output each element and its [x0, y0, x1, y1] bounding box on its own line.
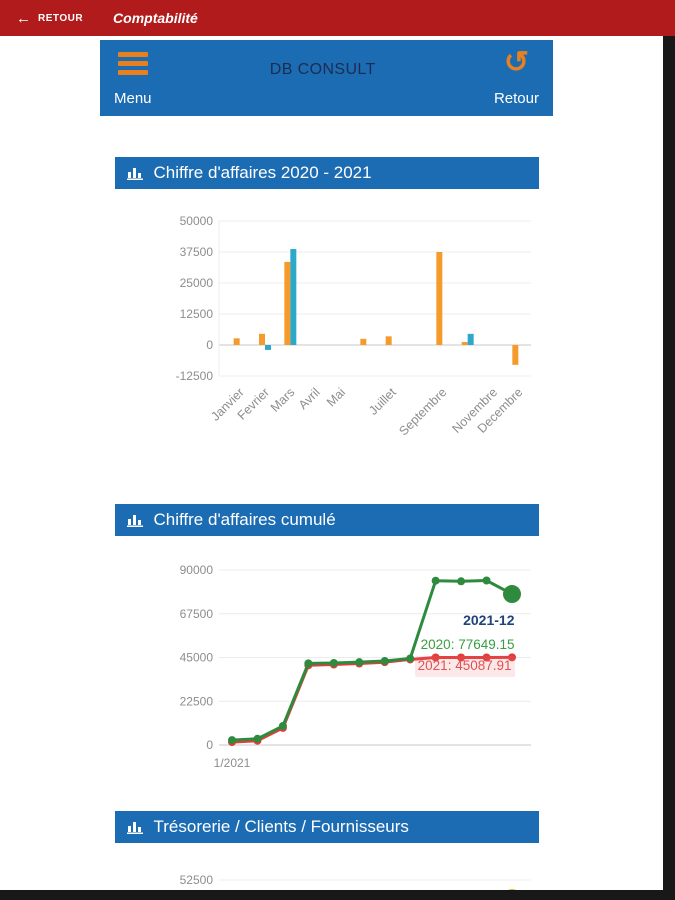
svg-text:Septembre: Septembre: [396, 385, 449, 438]
bar-chart-icon: [126, 515, 143, 527]
svg-text:-12500: -12500: [175, 369, 213, 383]
app-bar: Menu DB CONSULT ↺ Retour: [100, 40, 553, 116]
device-bezel-bottom: [0, 890, 675, 900]
svg-text:Mars: Mars: [267, 385, 297, 415]
app-content: Menu DB CONSULT ↺ Retour Chiffre d'affai…: [100, 40, 553, 900]
card-header: Chiffre d'affaires 2020 - 2021: [114, 157, 539, 189]
back-arrow-icon: ←: [16, 9, 31, 27]
svg-text:Mai: Mai: [323, 385, 347, 409]
back-label: RETOUR: [38, 12, 84, 24]
svg-text:22500: 22500: [179, 694, 213, 708]
bar-chart-icon: [126, 822, 143, 834]
svg-text:Avril: Avril: [295, 385, 322, 412]
card-header: Trésorerie / Clients / Fournisseurs: [114, 811, 539, 843]
retour-button[interactable]: ↺ Retour: [494, 46, 539, 110]
menu-label: Menu: [114, 90, 152, 107]
svg-text:0: 0: [206, 738, 213, 752]
svg-text:0: 0: [206, 338, 213, 352]
bar-chart-icon: [126, 168, 143, 180]
menu-button[interactable]: Menu: [114, 46, 152, 110]
svg-text:37500: 37500: [179, 245, 213, 259]
svg-text:52500: 52500: [179, 873, 213, 887]
card-header: Chiffre d'affaires cumulé: [114, 504, 539, 536]
statusbar-title: Comptabilité: [113, 10, 198, 26]
card-tresorerie: Trésorerie / Clients / Fournisseurs 5250…: [114, 811, 539, 900]
tooltip-row-2021: 2021: 45087.91: [414, 655, 515, 677]
card-body: 90000 67500 45000 22500 0 1/2021 2021-12 2020…: [114, 536, 539, 799]
svg-text:Juillet: Juillet: [366, 385, 399, 418]
bar-chart-canvas: 500003750025000125000-12500JanvierFevrie…: [175, 214, 531, 438]
card-title: Chiffre d'affaires 2020 - 2021: [153, 163, 372, 182]
card-title: Trésorerie / Clients / Fournisseurs: [153, 817, 409, 836]
svg-text:12500: 12500: [179, 307, 213, 321]
chart-tooltip: 2021-12 2020: 77649.15 2021: 45087.91: [414, 610, 515, 677]
svg-text:25000: 25000: [179, 276, 213, 290]
menu-icon: [117, 52, 148, 75]
line-chart-canvas: 90000 67500 45000 22500 01/2021: [179, 563, 531, 770]
svg-text:90000: 90000: [179, 563, 213, 577]
status-bar: ← RETOUR Comptabilité: [0, 0, 675, 36]
app-title: DB CONSULT: [269, 61, 376, 78]
svg-text:45000: 45000: [179, 651, 213, 665]
card-chiffre-affaires-mensuel: Chiffre d'affaires 2020 - 2021 50000 3750…: [114, 157, 539, 484]
back-button[interactable]: ← RETOUR: [16, 11, 83, 26]
undo-arrow-icon: ↺: [503, 46, 530, 79]
card-title: Chiffre d'affaires cumulé: [153, 510, 336, 529]
retour-label: Retour: [493, 90, 539, 107]
svg-text:1/2021: 1/2021: [213, 756, 250, 770]
tooltip-row-2020: 2020: 77649.15: [420, 636, 515, 652]
card-chiffre-affaires-cumule: Chiffre d'affaires cumulé 90000 67500 4500…: [114, 504, 539, 799]
svg-text:67500: 67500: [179, 607, 213, 621]
svg-text:50000: 50000: [179, 214, 213, 228]
card-body: 50000 37500 25000 12500 0 -12500 Janvier Fevrie…: [114, 189, 539, 484]
device-bezel-right: [663, 36, 675, 900]
tooltip-title: 2021-12: [463, 612, 515, 628]
